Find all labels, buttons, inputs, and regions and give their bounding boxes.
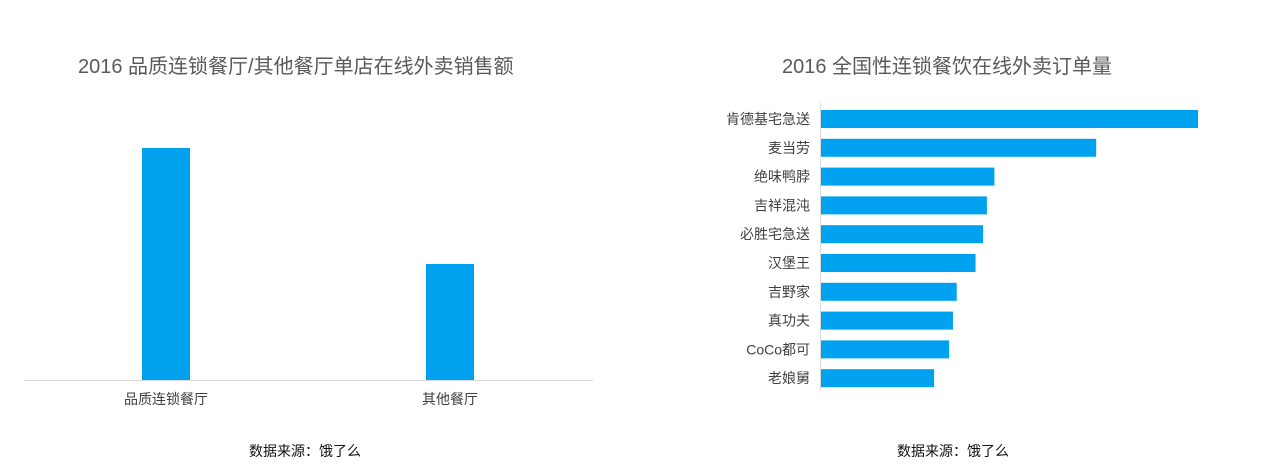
left-bar-1: [426, 264, 474, 380]
right-category-label-9: 老娘舅: [768, 370, 810, 386]
left-chart-source: 数据来源：饿了么: [249, 443, 361, 459]
right-bar-6: [821, 282, 957, 301]
right-category-label-3: 吉祥混沌: [754, 197, 810, 213]
right-bar-2: [821, 167, 995, 186]
left-category-label-0: 品质连锁餐厅: [124, 391, 208, 407]
right-bar-0: [821, 110, 1198, 128]
right-category-label-5: 汉堡王: [768, 255, 810, 271]
right-bar-5: [821, 254, 976, 272]
right-category-label-7: 真功夫: [768, 313, 810, 329]
right-category-label-6: 吉野家: [768, 284, 810, 300]
right-category-label-1: 麦当劳: [768, 140, 810, 156]
right-bar-4: [821, 225, 984, 244]
right-bar-1: [821, 138, 1097, 157]
right-bar-7: [821, 311, 953, 330]
right-bar-9: [821, 369, 935, 388]
right-category-label-0: 肯德基宅急送: [726, 111, 810, 127]
right-chart-source: 数据来源：饿了么: [897, 443, 1009, 459]
right-category-label-2: 绝味鸭脖: [754, 169, 810, 185]
left-chart-title: 2016 品质连锁餐厅/其他餐厅单店在线外卖销售额: [78, 56, 514, 78]
right-category-label-4: 必胜宅急送: [740, 226, 810, 242]
right-bar-8: [821, 340, 950, 359]
left-bar-0: [142, 148, 190, 380]
left-category-label-1: 其他餐厅: [422, 391, 478, 407]
right-bar-3: [821, 196, 987, 215]
right-chart-title: 2016 全国性连锁餐饮在线外卖订单量: [782, 56, 1113, 78]
right-category-label-8: CoCo都可: [746, 341, 810, 357]
